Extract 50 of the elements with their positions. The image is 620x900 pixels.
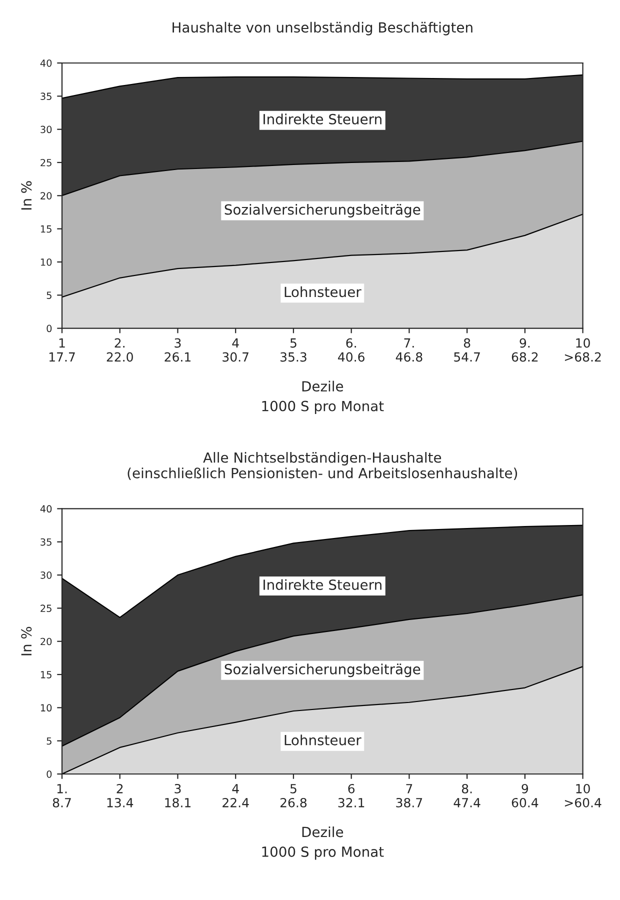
x-tick-label: 5 26.8 (280, 784, 307, 808)
y-tick-label: 5 (46, 292, 52, 299)
y-tick-label: 15 (40, 671, 52, 678)
x-tick-label: 4 22.4 (222, 784, 249, 808)
x-tick-label: 2 13.4 (107, 784, 134, 808)
y-tick-label: 20 (40, 192, 52, 200)
y-tick-label: 35 (40, 92, 52, 100)
x-tick-label: 3 18.1 (165, 784, 190, 808)
x-tick-label: 7. 46.8 (396, 338, 422, 362)
y-tick-label: 25 (40, 604, 52, 612)
x-tick-label: 10 >60.4 (564, 784, 602, 808)
x-tick-label: 9 60.4 (512, 784, 538, 808)
y-tick-label: 5 (46, 737, 52, 745)
x-tick-label: 7 38.7 (396, 784, 422, 808)
chart-title: Alle Nichtselbständigen-Haushalte (einschließlich Pensionisten- und Arbeitslosenhaushalte) (128, 452, 518, 480)
x-tick-label: 4 30.7 (222, 338, 248, 362)
x-tick-label: 8 54.7 (454, 338, 480, 362)
y-tick-label: 0 (46, 770, 52, 778)
chart-title: Haushalte von unselbständig Beschäftigten (172, 22, 472, 36)
x-tick-label: 10 >68.2 (564, 338, 601, 362)
y-axis-title: In % (21, 626, 32, 656)
x-tick-label: 1 17.7 (49, 338, 75, 362)
y-tick-label: 15 (40, 225, 52, 233)
y-tick-label: 10 (40, 704, 52, 712)
x-axis-title: Dezile 1000 S pro Monat (262, 380, 384, 414)
x-tick-label: 8. 47.4 (454, 784, 480, 808)
y-tick-label: 30 (40, 126, 52, 134)
x-tick-label: 6. 40.6 (338, 338, 364, 362)
x-tick-label: 9. 68.2 (512, 338, 538, 362)
y-tick-label: 10 (40, 258, 52, 266)
y-tick-label: 0 (46, 324, 52, 332)
x-axis-title: Dezile 1000 S pro Monat (262, 826, 384, 860)
x-tick-label: 2. 22.0 (106, 338, 133, 362)
y-axis-title: In % (21, 181, 32, 210)
series-label: Sozialversicherungsbeiträge (224, 204, 420, 218)
x-tick-label: 3 26.1 (164, 338, 190, 362)
y-tick-label: 40 (40, 59, 52, 67)
series-label: Lohnsteuer (284, 286, 362, 298)
y-tick-label: 25 (40, 158, 52, 166)
y-tick-label: 40 (40, 505, 52, 513)
x-tick-label: 6 32.1 (338, 784, 364, 808)
series-label: Indirekte Steuern (264, 579, 382, 590)
y-tick-label: 20 (40, 638, 52, 646)
x-tick-label: 1. 8.7 (52, 784, 71, 808)
series-label: Lohnsteuer (284, 734, 362, 746)
series-label: Sozialversicherungsbeiträge (224, 664, 420, 678)
y-tick-label: 35 (40, 538, 52, 546)
series-label: Indirekte Steuern (264, 114, 382, 124)
x-tick-label: 5 35.3 (280, 338, 306, 362)
y-tick-label: 30 (40, 572, 52, 579)
